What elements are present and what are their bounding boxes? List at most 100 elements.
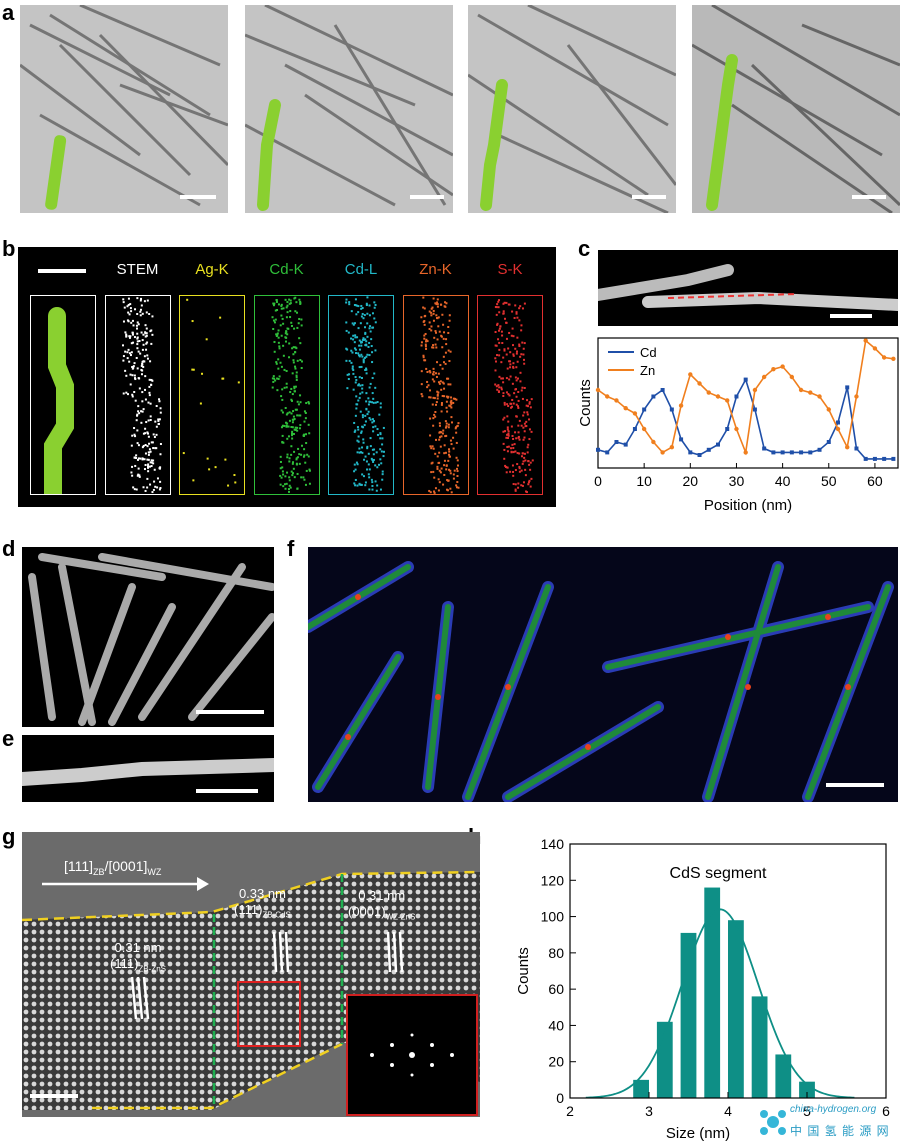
channel-pixel <box>155 405 158 408</box>
data-point <box>798 387 804 393</box>
channel-pixel <box>422 356 425 359</box>
data-point <box>891 456 896 461</box>
channel-pixel <box>143 468 146 471</box>
channel-pixel <box>137 444 140 447</box>
channel-pixel <box>432 476 435 479</box>
channel-pixel <box>304 442 307 445</box>
channel-pixel <box>131 395 134 398</box>
channel-pixel <box>381 443 384 446</box>
channel-pixel <box>295 414 298 417</box>
channel-pixel <box>304 417 307 420</box>
channel-pixel <box>288 310 291 313</box>
channel-pixel <box>151 459 154 462</box>
channel-pixel <box>363 314 366 317</box>
channel-pixel <box>512 470 515 473</box>
channel-pixel <box>122 301 125 304</box>
channel-pixel <box>457 486 460 489</box>
channel-pixel <box>128 303 131 306</box>
channel-pixel <box>271 328 274 331</box>
channel-pixel <box>361 312 364 315</box>
edx-map-panel: STEM Ag-K Cd-K Cd-L Zn-K S-K <box>18 247 556 507</box>
histogram-bar <box>704 887 721 1098</box>
channel-pixel <box>293 390 296 393</box>
channel-pixel <box>290 470 293 473</box>
channel-pixel <box>455 475 458 478</box>
channel-pixel <box>373 301 376 304</box>
data-point <box>780 364 785 369</box>
channel-pixel <box>233 474 236 477</box>
channel-pixel <box>293 310 296 313</box>
channel-pixel <box>523 452 526 455</box>
channel-pixel <box>359 410 362 413</box>
channel-pixel <box>508 394 511 397</box>
channel-pixel <box>144 452 147 455</box>
channel-pixel <box>433 491 436 494</box>
nanorod-texture <box>15 758 281 786</box>
channel-pixel <box>356 403 359 406</box>
channel-pixel <box>428 445 431 448</box>
channel-pixel <box>361 307 364 310</box>
channel-pixel <box>144 335 147 338</box>
channel-pixel <box>442 382 445 385</box>
channel-pixel <box>358 376 361 379</box>
channel-pixel <box>289 302 292 305</box>
channel-pixel <box>447 448 450 451</box>
channel-pixel <box>362 338 365 341</box>
channel-pixel <box>361 387 364 390</box>
channel-pixel <box>364 338 367 341</box>
channel-pixel <box>524 468 527 471</box>
channel-pixel <box>510 425 513 428</box>
channel-pixel <box>442 395 445 398</box>
channel-pixel <box>506 445 509 448</box>
channel-pixel <box>445 479 448 482</box>
data-point <box>752 387 758 393</box>
channel-pixel <box>446 396 449 399</box>
channel-pixel <box>369 400 372 403</box>
channel-pixel <box>448 319 451 322</box>
channel-pixel <box>290 434 293 437</box>
channel-pixel <box>430 307 433 310</box>
channel-pixel <box>353 322 356 325</box>
channel-pixel <box>361 451 364 454</box>
channel-pixel <box>290 324 293 327</box>
channel-pixel <box>148 394 151 397</box>
channel-pixel <box>303 461 306 464</box>
channel-pixel <box>359 451 362 454</box>
channel-pixel <box>148 465 151 468</box>
channel-pixel <box>518 307 521 310</box>
scale-bar <box>632 195 666 199</box>
channel-texture <box>345 296 385 492</box>
channel-pixel <box>285 304 288 307</box>
channel-pixel <box>365 340 368 343</box>
channel-pixel <box>357 354 360 357</box>
channel-pixel <box>291 461 294 464</box>
channel-pixel <box>503 448 506 451</box>
channel-pixel <box>288 411 291 414</box>
channel-pixel <box>291 418 294 421</box>
x-tick-label: 60 <box>867 473 883 489</box>
channel-pixel <box>434 438 437 441</box>
channel-pixel <box>136 367 139 370</box>
channel-pixel <box>381 478 384 481</box>
channel-pixel <box>155 425 158 428</box>
channel-pixel <box>137 474 140 477</box>
channel-pixel <box>433 302 436 305</box>
channel-pixel <box>141 410 144 413</box>
channel-pixel <box>433 452 436 455</box>
channel-pixel <box>284 421 287 424</box>
histogram-bar <box>680 932 697 1098</box>
channel-pixel <box>445 410 448 413</box>
channel-pixel <box>371 488 374 491</box>
channel-pixel <box>368 468 371 471</box>
channel-pixel <box>358 355 361 358</box>
channel-pixel <box>350 337 353 340</box>
channel-pixel <box>136 442 139 445</box>
data-point <box>679 437 684 442</box>
channel-pixel <box>144 324 147 327</box>
channel-pixel <box>122 320 125 323</box>
y-tick-label: 0 <box>556 1090 564 1106</box>
channel-pixel <box>137 350 140 353</box>
channel-pixel <box>295 371 298 374</box>
channel-pixel <box>518 465 521 468</box>
channel-pixel <box>157 422 160 425</box>
